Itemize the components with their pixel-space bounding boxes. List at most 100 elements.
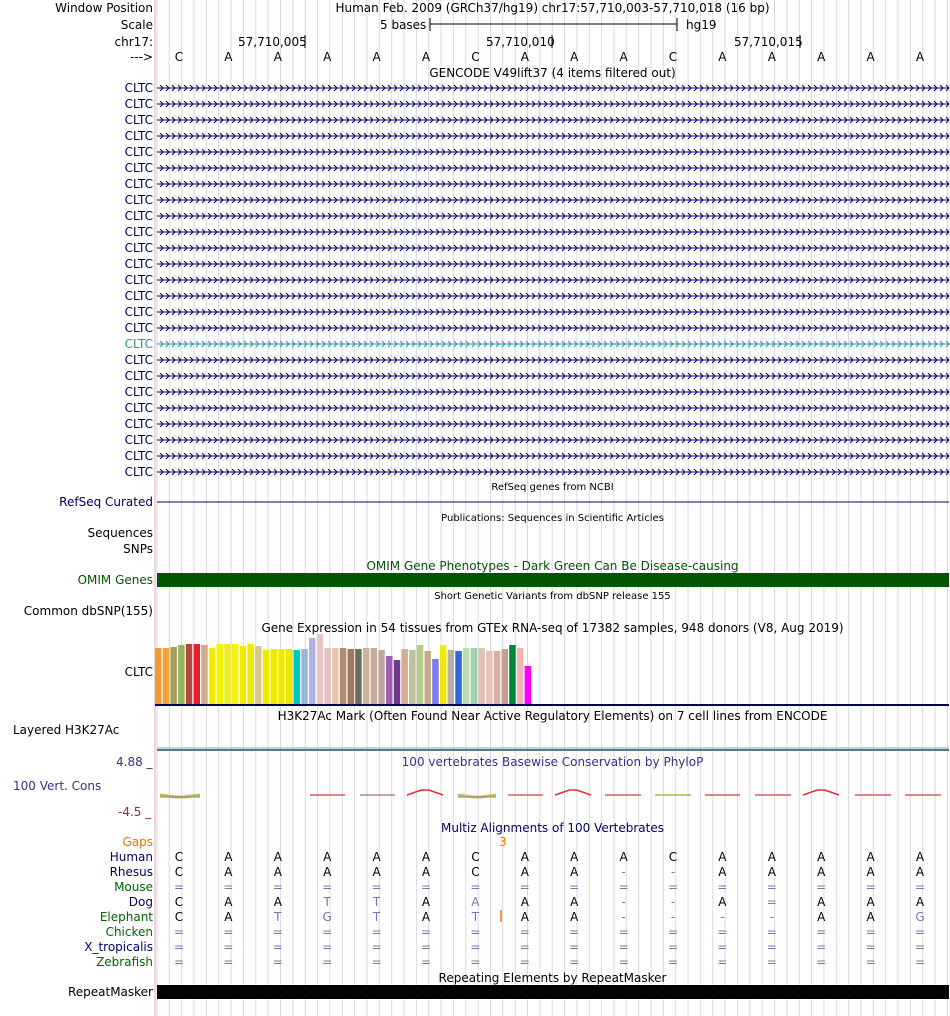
reference-base: A	[619, 50, 628, 64]
multiz-base: T	[372, 910, 381, 924]
multiz-base: =	[569, 955, 580, 969]
gencode-transcript-label[interactable]: CLTC	[124, 81, 153, 95]
gtex-tissue-bar	[478, 648, 485, 704]
gencode-transcript-label[interactable]: CLTC	[124, 289, 153, 303]
gencode-transcript-label[interactable]: CLTC	[124, 161, 153, 175]
gencode-transcript-line	[157, 324, 950, 332]
multiz-base: =	[420, 880, 432, 894]
gencode-transcript-line	[157, 244, 950, 252]
multiz-species-label[interactable]: Zebrafish	[96, 955, 153, 969]
multiz-base: =	[519, 955, 530, 969]
gencode-transcript-line	[157, 436, 950, 444]
omim-label[interactable]: OMIM Genes	[77, 573, 153, 587]
gtex-tissue-bar	[309, 638, 316, 704]
repeatmasker-title[interactable]: Repeating Elements by RepeatMasker	[438, 971, 667, 985]
multiz-species-label[interactable]: X_tropicalis	[84, 940, 153, 954]
h3k27ac-label[interactable]: Layered H3K27Ac	[13, 723, 120, 737]
multiz-base: A	[372, 850, 381, 864]
gencode-transcript-label[interactable]: CLTC	[124, 241, 153, 255]
publications-title[interactable]: Publications: Sequences in Scientific Ar…	[441, 513, 664, 524]
gencode-transcript-label[interactable]: CLTC	[124, 305, 153, 319]
multiz-base: =	[272, 925, 283, 939]
h3k27ac-title[interactable]: H3K27Ac Mark (Often Found Near Active Re…	[277, 709, 828, 723]
dbsnp-label[interactable]: Common dbSNP(155)	[23, 604, 153, 618]
dbsnp-title[interactable]: Short Genetic Variants from dbSNP releas…	[434, 591, 671, 602]
gencode-transcript-label[interactable]: CLTC	[124, 225, 153, 239]
multiz-base: C	[174, 910, 184, 924]
gencode-transcript-label[interactable]: CLTC	[124, 129, 153, 143]
refseq-title[interactable]: RefSeq genes from NCBI	[491, 482, 614, 493]
multiz-base: =	[420, 925, 432, 939]
gtex-label[interactable]: CLTC	[124, 665, 153, 679]
gtex-tissue-bar	[362, 648, 370, 704]
gencode-transcript-label[interactable]: CLTC	[124, 273, 153, 287]
gencode-transcript-label[interactable]: CLTC	[124, 401, 153, 415]
gencode-title[interactable]: GENCODE V49lift37 (4 items filtered out)	[429, 66, 676, 80]
gtex-title[interactable]: Gene Expression in 54 tissues from GTEx …	[261, 621, 844, 635]
multiz-base: =	[322, 925, 333, 939]
gencode-transcript-label[interactable]: CLTC	[124, 193, 153, 207]
multiz-base: A	[421, 895, 431, 909]
multiz-base: =	[371, 880, 382, 894]
gencode-transcript-label[interactable]: CLTC	[124, 97, 153, 111]
multiz-species-label[interactable]: Mouse	[114, 880, 153, 894]
publications-label-sequences[interactable]: Sequences	[87, 526, 153, 540]
gencode-transcript-label[interactable]: CLTC	[124, 465, 153, 479]
multiz-base: A	[817, 910, 826, 924]
gencode-transcript-line	[157, 388, 950, 396]
gtex-tissue-bar	[247, 644, 254, 704]
reference-base: A	[817, 50, 826, 64]
gencode-transcript-label[interactable]: CLTC	[124, 369, 153, 383]
omim-title[interactable]: OMIM Gene Phenotypes - Dark Green Can Be…	[366, 559, 739, 573]
gencode-transcript-label[interactable]: CLTC	[124, 145, 153, 159]
repeatmasker-label[interactable]: RepeatMasker	[67, 985, 153, 999]
window-position-label: Window Position	[55, 1, 153, 15]
gencode-transcript-label[interactable]: CLTC	[124, 385, 153, 399]
gencode-transcript-line	[157, 260, 950, 268]
gencode-transcript-label[interactable]: CLTC	[124, 321, 153, 335]
multiz-base: A	[619, 850, 628, 864]
gencode-transcript-label[interactable]: CLTC	[124, 433, 153, 447]
gencode-transcript-label[interactable]: CLTC	[124, 257, 153, 271]
gencode-transcript-label[interactable]: CLTC	[124, 417, 153, 431]
gencode-transcript-label[interactable]: CLTC	[124, 449, 153, 463]
multiz-base: -	[720, 910, 725, 924]
reference-base: A	[866, 50, 875, 64]
multiz-species-label[interactable]: Elephant	[99, 910, 153, 924]
gencode-transcript-label[interactable]: CLTC	[124, 353, 153, 367]
multiz-base: =	[914, 955, 926, 969]
multiz-title[interactable]: Multiz Alignments of 100 Vertebrates	[440, 821, 665, 835]
multiz-base: G	[322, 910, 332, 924]
multiz-base: A	[570, 895, 579, 909]
gtex-tissue-bar	[301, 649, 308, 704]
gtex-tissue-bar	[178, 645, 185, 704]
multiz-base: =	[766, 895, 777, 909]
gencode-transcript-label[interactable]: CLTC	[124, 177, 153, 191]
multiz-species-label[interactable]: Rhesus	[109, 865, 153, 879]
gencode-transcript-label[interactable]: CLTC	[124, 113, 153, 127]
gencode-transcript-line	[157, 148, 950, 156]
multiz-base: A	[915, 865, 925, 879]
multiz-species-label[interactable]: Chicken	[105, 925, 153, 939]
refseq-label[interactable]: RefSeq Curated	[59, 495, 153, 509]
gencode-transcript-line	[157, 276, 950, 284]
h3k27ac-signal	[157, 747, 949, 751]
multiz-species-label[interactable]: Dog	[128, 895, 153, 909]
gencode-transcript-label[interactable]: CLTC	[124, 337, 153, 351]
gencode-transcript-line	[157, 452, 950, 460]
phylop-label[interactable]: 100 Vert. Cons	[13, 779, 102, 793]
repeatmasker-bar[interactable]	[157, 985, 949, 999]
gencode-transcript-label[interactable]: CLTC	[124, 209, 153, 223]
phylop-title[interactable]: 100 vertebrates Basewise Conservation by…	[401, 755, 704, 769]
multiz-base: =	[470, 880, 481, 894]
gtex-tissue-bar	[424, 651, 431, 704]
gencode-transcript-lines	[157, 84, 950, 476]
gtex-expression-bars	[155, 634, 532, 704]
gencode-transcript-line	[157, 308, 950, 316]
gtex-tissue-bar	[216, 644, 224, 704]
publications-label-snps[interactable]: SNPs	[123, 542, 153, 556]
multiz-base: A	[817, 865, 826, 879]
gtex-tissue-bar	[455, 651, 462, 704]
multiz-species-label[interactable]: Human	[109, 850, 153, 864]
reference-base: A	[323, 50, 332, 64]
